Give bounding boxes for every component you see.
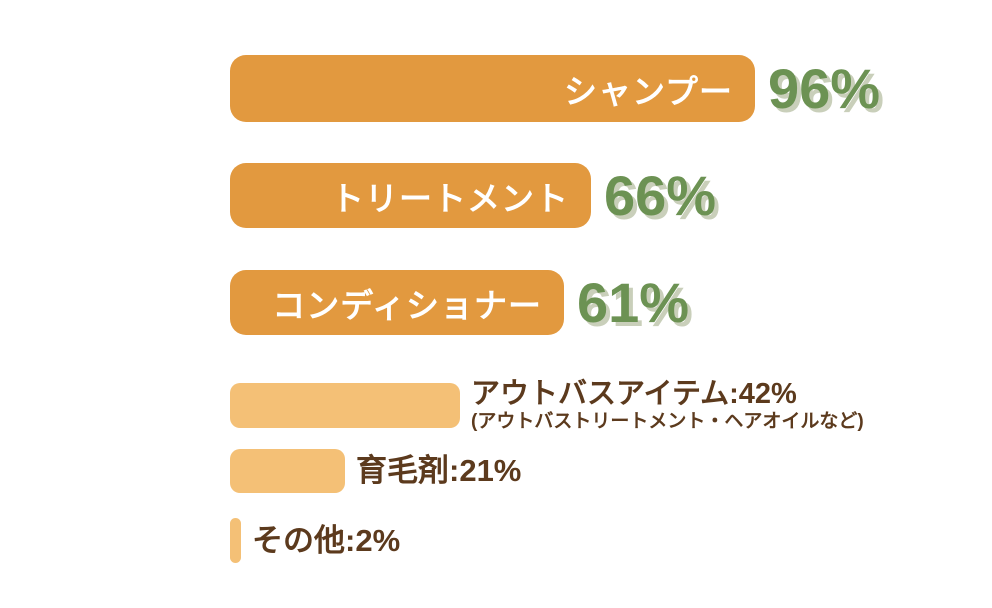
percent-value: 61%	[577, 270, 690, 334]
bar-other	[230, 518, 241, 563]
bar-row: トリートメント 66%	[230, 163, 716, 228]
bar-shampoo: シャンプー	[230, 55, 755, 122]
category-note: (アウトバストリートメント・ヘアオイルなど)	[471, 411, 864, 433]
bar-label: コンディショナー	[272, 286, 542, 324]
bar-hair-growth-agent	[230, 449, 345, 493]
bar-side-label: その他:2%	[252, 523, 400, 559]
bar-row: アウトバスアイテム:42% (アウトバストリートメント・ヘアオイルなど)	[230, 378, 864, 433]
bar-conditioner: コンディショナー	[230, 270, 564, 335]
bar-row: シャンプー 96%	[230, 55, 880, 122]
bar-label-with-value: 育毛剤:21%	[356, 453, 522, 489]
bar-side-label: アウトバスアイテム:42% (アウトバストリートメント・ヘアオイルなど)	[471, 378, 864, 433]
bar-label-with-value: アウトバスアイテム:42%	[471, 378, 797, 410]
percent-value: 96%	[768, 56, 881, 120]
bar-side-label: 育毛剤:21%	[356, 453, 521, 489]
bar-treatment: トリートメント	[230, 163, 591, 228]
bar-label: シャンプー	[563, 72, 733, 110]
percent-value: 66%	[604, 163, 717, 227]
bar-row: その他:2%	[230, 518, 400, 563]
bar-label-with-value: その他:2%	[252, 522, 401, 558]
bar-label: トリートメント	[331, 179, 569, 217]
bar-row: 育毛剤:21%	[230, 449, 521, 493]
bar-outbath-items	[230, 383, 460, 429]
bar-row: コンディショナー 61%	[230, 270, 689, 335]
